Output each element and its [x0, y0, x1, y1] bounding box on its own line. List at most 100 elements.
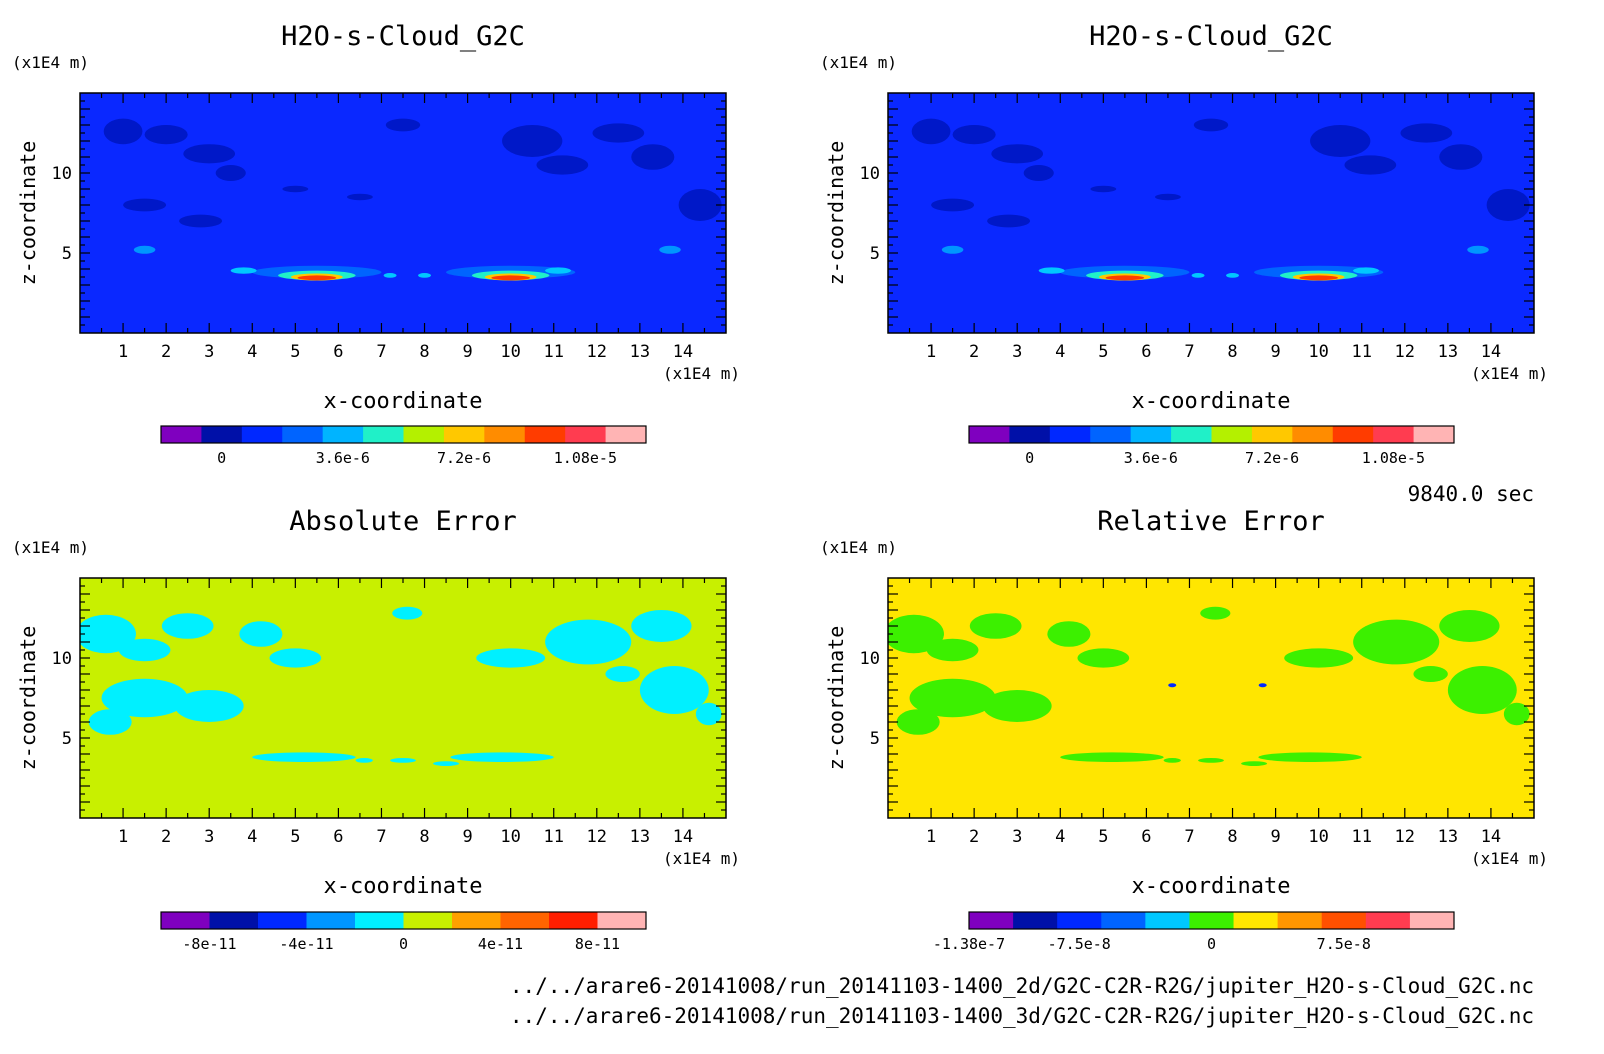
field-contour [355, 758, 373, 763]
field-contour [161, 613, 214, 639]
y-tick-label: 10 [52, 649, 72, 669]
y-unit-label: (x1E4 m) [12, 53, 89, 72]
field-contour [1193, 118, 1229, 132]
field-contour [1284, 648, 1354, 668]
x-tick-label: 12 [1395, 342, 1415, 362]
colorbar-swatch [1292, 426, 1334, 443]
x-tick-label: 4 [1055, 342, 1065, 362]
field-contour [1023, 165, 1054, 181]
x-tick-label: 9 [462, 342, 472, 362]
field-contour [450, 752, 554, 762]
field-contour [502, 125, 563, 157]
colorbar-tick-label: -8e-11 [182, 935, 236, 953]
x-tick-label: 7 [376, 342, 386, 362]
field-contour [896, 709, 940, 735]
field-contour [639, 666, 709, 714]
field-contour [1258, 752, 1362, 762]
x-tick-label: 8 [419, 342, 429, 362]
x-tick-label: 3 [1012, 827, 1022, 847]
field-contour [1400, 123, 1453, 143]
colorbar-tick-label: 3.6e-6 [316, 449, 370, 467]
field-contour [80, 614, 136, 654]
y-axis-label: z-coordinate [824, 141, 848, 286]
field-contour [230, 267, 257, 274]
colorbar-swatch [1233, 912, 1279, 929]
colorbar-tick-label: -1.38e-7 [933, 935, 1005, 953]
x-tick-label: 14 [673, 342, 693, 362]
field-contour [347, 193, 373, 201]
x-tick-label: 3 [1012, 342, 1022, 362]
colorbar-tick-label: -7.5e-8 [1048, 935, 1111, 953]
colorbar-swatch [282, 426, 324, 443]
colorbar-swatch [1277, 912, 1323, 929]
field-contour [991, 144, 1044, 164]
y-unit-label: (x1E4 m) [12, 538, 89, 557]
x-tick-label: 11 [1351, 827, 1371, 847]
field-contour [1038, 267, 1065, 274]
x-axis-label: x-coordinate [324, 874, 483, 899]
field-contour [1090, 185, 1117, 193]
field-layer [888, 93, 1534, 333]
colorbar-swatch [1189, 912, 1235, 929]
field-contour [491, 275, 531, 281]
y-tick-label: 10 [860, 649, 880, 669]
x-tick-label: 13 [630, 342, 650, 362]
colorbar-swatch [403, 912, 453, 929]
field-contour [969, 613, 1022, 639]
colorbar-swatch [1251, 426, 1293, 443]
colorbar-tick-label: 7.2e-6 [437, 449, 491, 467]
field-contour [695, 702, 722, 726]
colorbar-swatch [241, 426, 283, 443]
colorbar-swatch [1171, 426, 1212, 443]
field-contour [631, 610, 692, 642]
field-contour [433, 761, 459, 766]
x-tick-label: 1 [926, 342, 936, 362]
chart-panel-4: Relative Error(x1E4 m)1 2 3 4 5 6 7 8 9 10 11 12 13 1… [820, 506, 1548, 953]
field-contour [1191, 273, 1205, 278]
x-tick-label: 8 [419, 827, 429, 847]
x-tick-label: 4 [1055, 827, 1065, 847]
field-contour [536, 155, 589, 175]
x-tick-label: 4 [247, 342, 257, 362]
x-tick-label: 6 [1141, 827, 1151, 847]
field-contour [1226, 273, 1239, 278]
field-contour [1467, 245, 1489, 254]
x-tick-label: 6 [333, 342, 343, 362]
colorbar-swatch [403, 426, 445, 443]
x-tick-label: 14 [1481, 827, 1501, 847]
x-tick-label: 11 [1351, 342, 1371, 362]
x-tick-label: 7 [1184, 342, 1194, 362]
field-contour [545, 619, 632, 665]
x-axis-label: x-coordinate [324, 389, 483, 414]
field-contour [1168, 683, 1177, 688]
field-contour [1105, 275, 1145, 281]
colorbar-swatch [322, 426, 364, 443]
field-contour [144, 125, 188, 145]
x-tick-label: 11 [543, 827, 563, 847]
field-contour [1241, 761, 1267, 766]
x-axis-label: x-coordinate [1132, 874, 1291, 899]
colorbar-tick-label: 7.5e-8 [1317, 935, 1371, 953]
x-tick-label: 10 [500, 827, 520, 847]
x-tick-label: 3 [204, 342, 214, 362]
x-tick-label: 9 [462, 827, 472, 847]
colorbar-swatch [1409, 912, 1455, 929]
field-contour [269, 648, 322, 668]
field-contour [931, 198, 975, 212]
field-contour [1200, 606, 1231, 620]
field-contour [1299, 275, 1339, 281]
x-tick-label: 14 [1481, 342, 1501, 362]
field-contour [1353, 619, 1440, 665]
colorbar-swatch [1332, 426, 1374, 443]
colorbar-swatch [1145, 912, 1190, 929]
x-axis-label: x-coordinate [1132, 389, 1291, 414]
y-tick-label: 5 [870, 729, 880, 749]
x-tick-label: 9 [1270, 342, 1280, 362]
field-contour [215, 165, 246, 181]
field-contour [1447, 666, 1517, 714]
colorbar-swatch [549, 912, 598, 929]
field-contour [103, 118, 143, 145]
field-contour [383, 273, 397, 278]
colorbar-tick-label: 0 [399, 935, 408, 953]
colorbar: 0 3.6e-6 7.2e-6 1.08e-5 [968, 425, 1455, 467]
